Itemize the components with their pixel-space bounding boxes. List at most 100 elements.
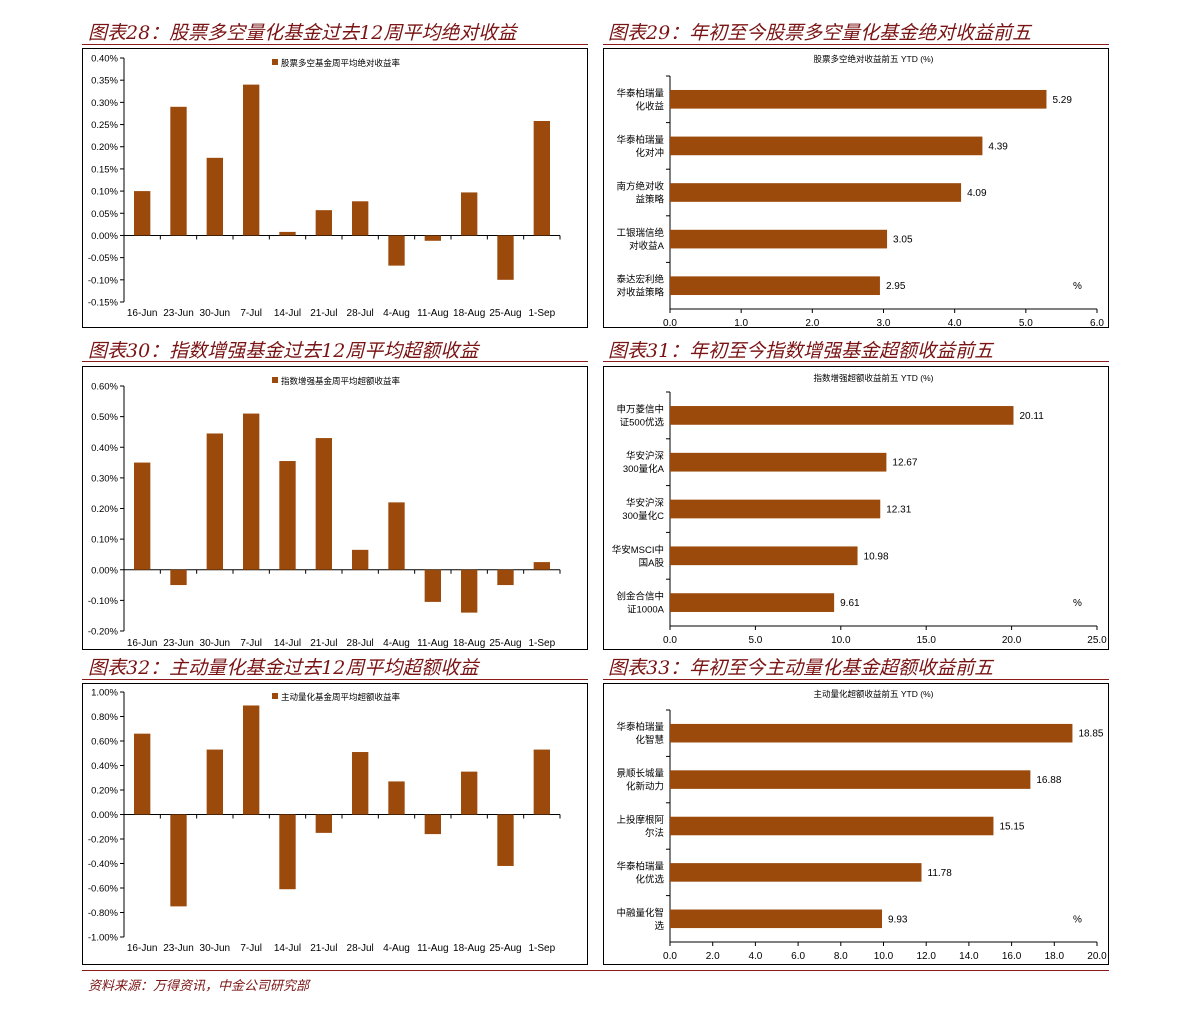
x-tick-label: 25-Aug xyxy=(489,638,521,649)
value-label: 16.88 xyxy=(1036,775,1061,786)
y-tick-label: 0.30% xyxy=(91,473,118,484)
x-tick-label: 11-Aug xyxy=(417,308,449,319)
x-tick-label: 5.0 xyxy=(748,635,762,646)
bar-30-jun xyxy=(206,157,224,236)
x-tick-label: 14-Jul xyxy=(274,308,301,319)
bar-4 xyxy=(670,863,922,882)
bar-3 xyxy=(670,183,962,202)
bar-1 xyxy=(670,406,1014,425)
category-label: 上投摩根阿 xyxy=(616,814,664,826)
bar-23-jun xyxy=(170,814,187,907)
category-label: 创金合信中 xyxy=(616,591,664,603)
title-rule-31 xyxy=(603,361,1109,362)
y-tick-label: -0.15% xyxy=(88,298,119,309)
x-tick-label: 2.0 xyxy=(706,951,720,962)
chart-frame xyxy=(603,366,1109,650)
y-tick-label: 0.20% xyxy=(91,504,118,515)
y-tick-label: 0.10% xyxy=(91,535,118,546)
y-tick-label: -0.20% xyxy=(88,627,119,638)
category-label: 选 xyxy=(654,920,664,932)
y-tick-label: -0.80% xyxy=(88,908,119,919)
x-tick-label: 1-Sep xyxy=(528,308,555,319)
category-label: 化优选 xyxy=(635,873,664,885)
x-tick-label: 12.0 xyxy=(916,951,936,962)
value-label: 10.98 xyxy=(864,551,889,562)
bar-1 xyxy=(670,723,1073,743)
x-tick-label: 25-Aug xyxy=(489,943,521,954)
x-tick-label: 10.0 xyxy=(831,635,851,646)
x-tick-label: 0.0 xyxy=(663,951,677,962)
y-tick-label: 0.30% xyxy=(91,98,118,109)
x-tick-label: 28-Jul xyxy=(347,638,374,649)
title-rule-30 xyxy=(82,361,588,362)
x-tick-label: 7-Jul xyxy=(240,638,262,649)
x-tick-label: 18-Aug xyxy=(453,308,485,319)
chart-subtitle: 主动量化超额收益前五 YTD (%) xyxy=(814,689,934,699)
title-rule-32 xyxy=(82,679,588,680)
title-rule-33 xyxy=(603,679,1109,680)
bar-11-aug xyxy=(424,569,442,602)
value-label: 15.15 xyxy=(999,822,1024,833)
bar-4 xyxy=(670,546,858,566)
value-label: 12.31 xyxy=(886,505,911,516)
bar-5 xyxy=(670,593,835,612)
bar-2 xyxy=(670,770,1031,789)
bar-23-jun xyxy=(170,569,187,586)
y-tick-label: -0.40% xyxy=(88,859,119,870)
bar-21-jul xyxy=(315,438,333,570)
title-chart-29: 图表29：年初至今股票多空量化基金绝对收益前五 xyxy=(608,22,1032,44)
bar-21-jul xyxy=(315,210,333,236)
x-tick-label: 18-Aug xyxy=(453,638,485,649)
y-tick-label: 0.25% xyxy=(91,120,118,131)
y-tick-label: 0.20% xyxy=(91,786,118,797)
bar-25-aug xyxy=(497,814,514,866)
chart-frame xyxy=(82,366,588,650)
bar-30-jun xyxy=(206,749,224,815)
category-label: 300量化C xyxy=(622,510,664,522)
category-label: 华泰柏瑞量 xyxy=(616,87,664,99)
category-label: 化新动力 xyxy=(626,781,664,793)
y-tick-label: 0.60% xyxy=(91,382,118,393)
x-tick-label: 21-Jul xyxy=(310,308,337,319)
category-label: 景顺长城量 xyxy=(616,768,664,780)
x-tick-label: 11-Aug xyxy=(417,638,449,649)
unit-label: % xyxy=(1073,914,1082,925)
bar-1-sep xyxy=(533,749,551,815)
bar-1-sep xyxy=(533,120,551,236)
x-tick-label: 1-Sep xyxy=(528,638,555,649)
title-chart-28: 图表28：股票多空量化基金过去12周平均绝对收益 xyxy=(88,22,517,44)
category-label: 300量化A xyxy=(623,463,665,475)
x-tick-label: 30-Jun xyxy=(200,308,231,319)
legend-swatch xyxy=(272,693,278,699)
bar-16-jun xyxy=(133,191,151,236)
x-tick-label: 16-Jun xyxy=(127,308,158,319)
value-label: 20.11 xyxy=(1019,411,1044,422)
bar-7-jul xyxy=(242,705,260,815)
legend-label: 主动量化基金周平均超额收益率 xyxy=(281,692,401,702)
category-label: 华泰柏瑞量 xyxy=(616,134,664,146)
value-label: 4.39 xyxy=(988,141,1008,152)
x-tick-label: 16-Jun xyxy=(127,943,158,954)
x-tick-label: 16-Jun xyxy=(127,638,158,649)
x-tick-label: 16.0 xyxy=(1002,951,1022,962)
chart-29-ytd-absolute-top5: 股票多空绝对收益前五 YTD (%) 0.0 1.0 2.0 3.0 4.0 5.0 6.0 5… xyxy=(603,48,1109,329)
legend-swatch xyxy=(272,59,278,65)
category-label: 南方绝对收 xyxy=(616,181,664,193)
chart-frame xyxy=(603,683,1109,965)
x-tick-label: 30-Jun xyxy=(200,638,231,649)
x-tick-label: 28-Jul xyxy=(347,308,374,319)
value-label: 12.67 xyxy=(892,458,917,469)
bar-4 xyxy=(670,229,888,249)
x-tick-label: 15.0 xyxy=(916,635,936,646)
y-tick-label: -0.05% xyxy=(88,253,119,264)
bar-16-jun xyxy=(133,462,151,570)
bar-18-aug xyxy=(460,771,478,815)
category-label: 益策略 xyxy=(635,194,664,206)
bar-25-aug xyxy=(497,235,514,280)
category-label: 证1000A xyxy=(627,605,665,616)
bar-7-jul xyxy=(242,84,260,236)
x-tick-label: 7-Jul xyxy=(240,308,262,319)
bar-7-jul xyxy=(242,413,260,570)
title-rule-28 xyxy=(82,44,588,45)
category-label: 华泰柏瑞量 xyxy=(616,860,664,872)
